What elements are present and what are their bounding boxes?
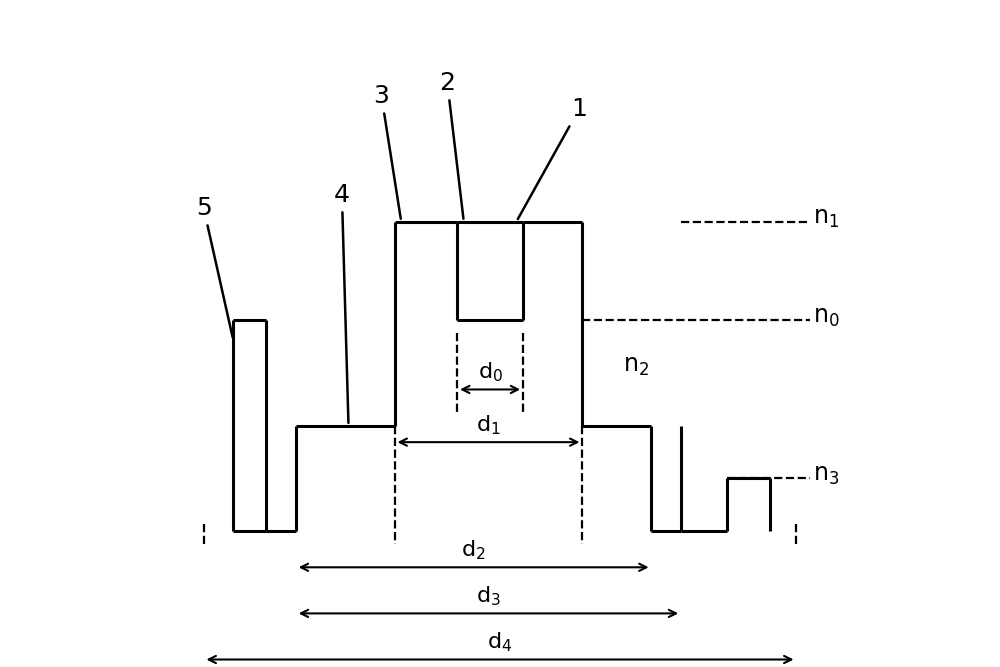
Text: 4: 4	[334, 183, 350, 423]
Text: 3: 3	[374, 84, 401, 219]
Text: d$_1$: d$_1$	[476, 414, 501, 437]
Text: d$_0$: d$_0$	[478, 361, 503, 384]
Text: n$_1$: n$_1$	[813, 206, 839, 230]
Text: d$_3$: d$_3$	[476, 584, 501, 608]
Text: 5: 5	[196, 196, 233, 338]
Text: 1: 1	[518, 97, 587, 219]
Text: n$_3$: n$_3$	[813, 463, 839, 487]
Text: 2: 2	[439, 71, 463, 219]
Text: n$_2$: n$_2$	[623, 354, 650, 378]
Text: d$_4$: d$_4$	[487, 630, 513, 654]
Text: n$_0$: n$_0$	[813, 305, 840, 329]
Text: d$_2$: d$_2$	[461, 538, 486, 562]
